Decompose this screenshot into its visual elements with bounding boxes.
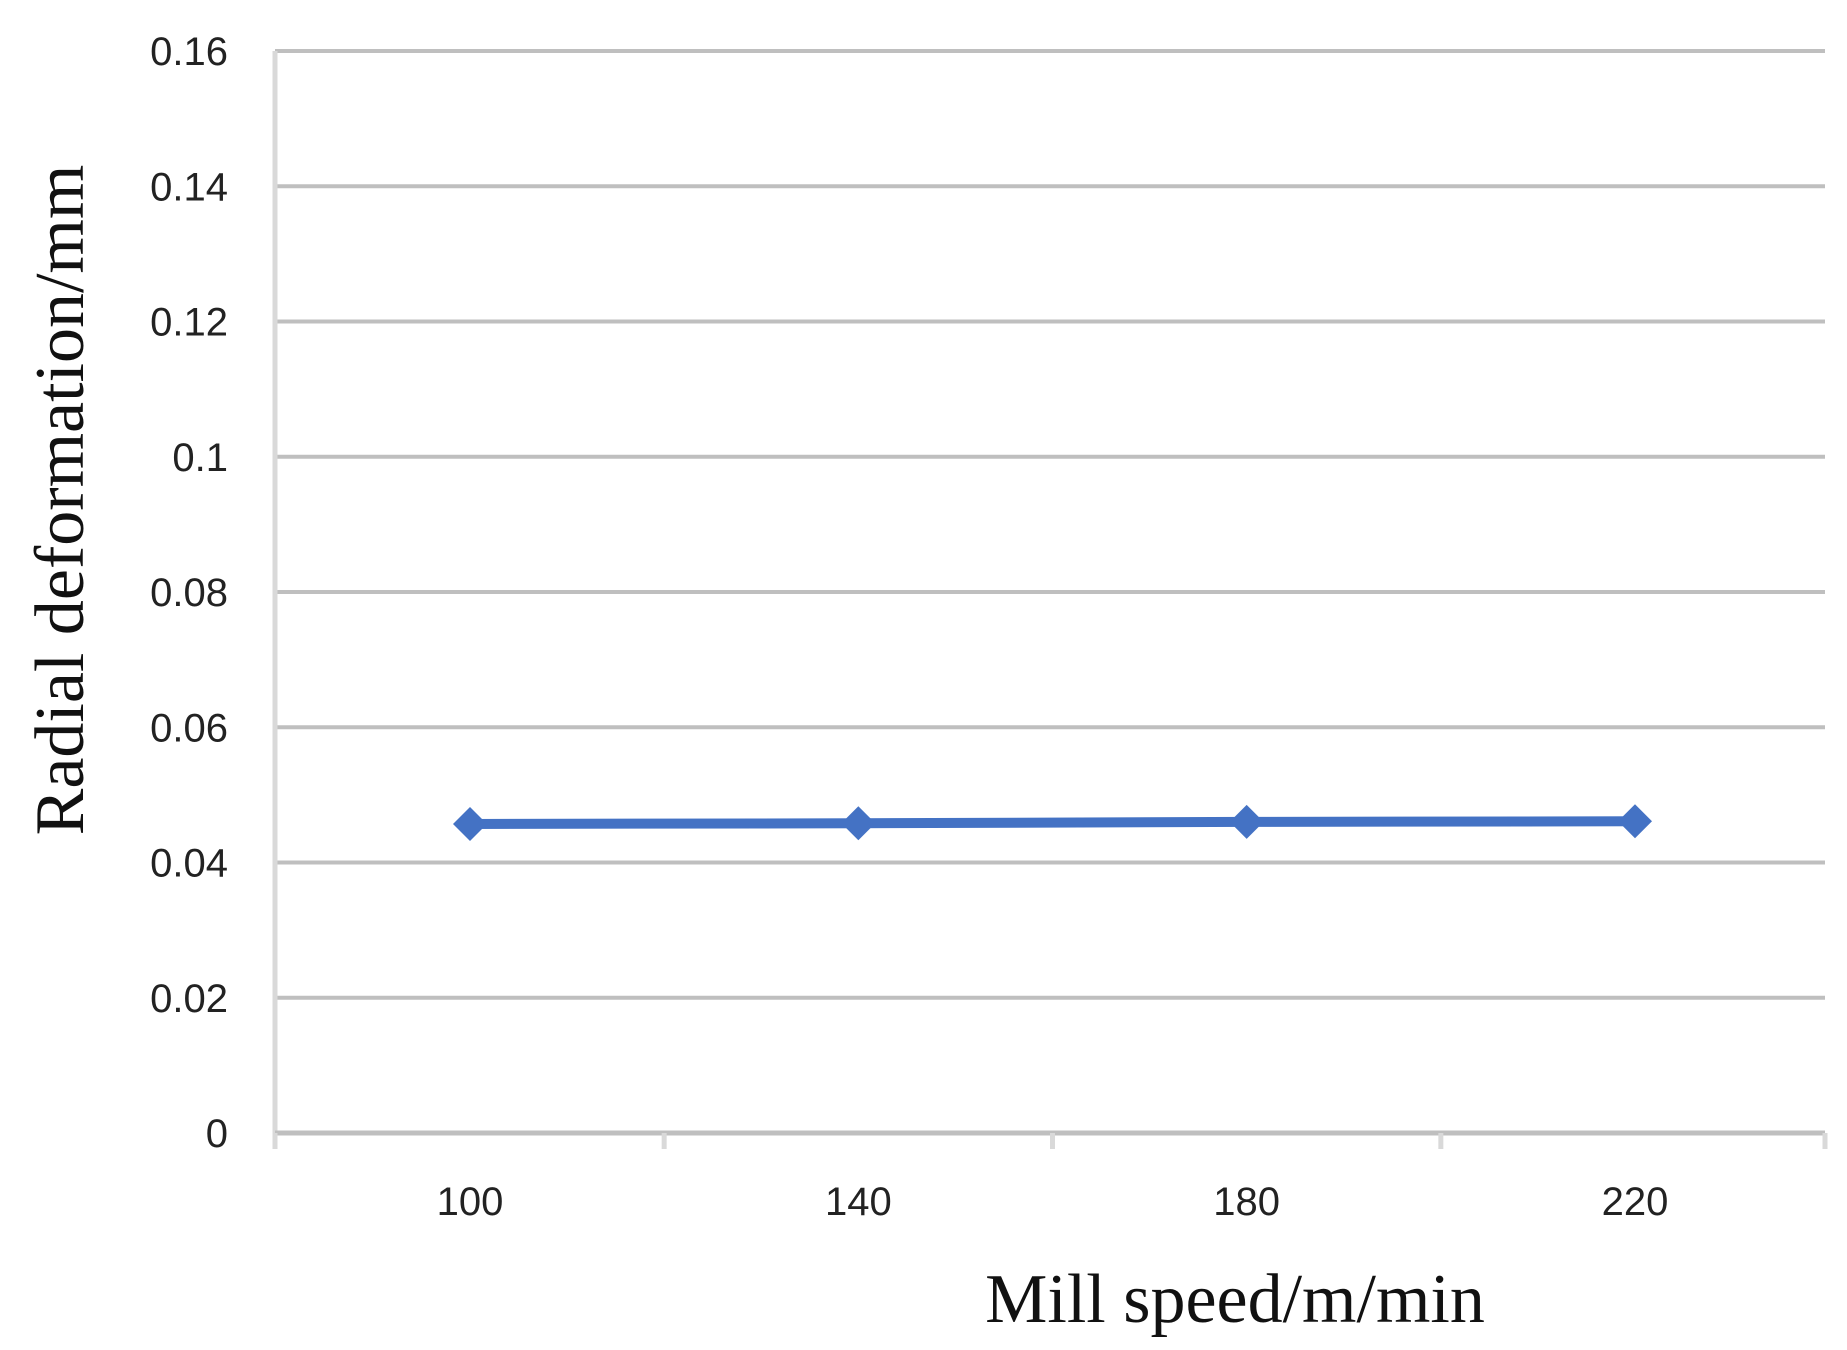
x-tick-label: 180 xyxy=(1213,1180,1280,1224)
data-point-marker xyxy=(1229,804,1264,839)
gridlines xyxy=(275,49,1825,1135)
series xyxy=(453,804,1652,841)
y-tick-label: 0.1 xyxy=(172,436,228,480)
series-line xyxy=(469,816,1636,829)
data-point-marker xyxy=(453,806,487,841)
y-tick-label: 0 xyxy=(206,1112,228,1156)
x-tick-label: 140 xyxy=(825,1180,892,1224)
x-tick-labels: 100 140 180 220 xyxy=(437,1180,1669,1224)
y-tick-label: 0.02 xyxy=(150,977,228,1021)
x-tick-label: 220 xyxy=(1602,1180,1669,1224)
x-axis-title: Mill speed/m/min xyxy=(985,1261,1485,1338)
y-tick-label: 0.08 xyxy=(150,571,228,615)
y-tick-label: 0.16 xyxy=(150,30,228,74)
data-point-marker xyxy=(841,806,876,841)
axes xyxy=(272,51,1828,1149)
y-tick-label: 0.12 xyxy=(150,301,228,345)
y-tick-label: 0.06 xyxy=(150,706,228,750)
x-tick-label: 100 xyxy=(437,1180,504,1224)
y-tick-label: 0.14 xyxy=(150,165,228,209)
y-axis-title: Radial deformation/mm xyxy=(22,165,99,836)
y-tick-labels: 0 0.02 0.04 0.06 0.08 0.1 0.12 0.14 0.16 xyxy=(150,30,228,1156)
y-tick-label: 0.04 xyxy=(150,842,228,886)
data-point-marker xyxy=(1618,804,1652,839)
